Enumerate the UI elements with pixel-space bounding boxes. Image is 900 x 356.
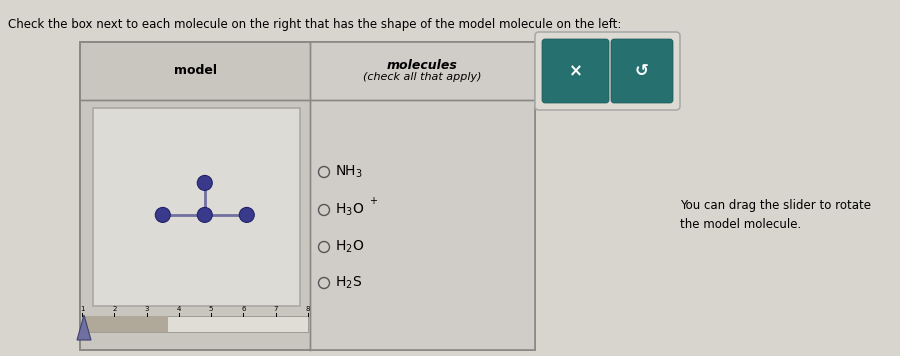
Text: 8: 8: [306, 306, 310, 312]
Text: +: +: [369, 196, 377, 206]
FancyBboxPatch shape: [310, 42, 535, 350]
FancyBboxPatch shape: [82, 316, 168, 332]
Text: model: model: [174, 64, 217, 78]
Text: 2: 2: [112, 306, 116, 312]
Circle shape: [156, 208, 170, 222]
Text: ×: ×: [569, 62, 582, 80]
Text: H$_3$O: H$_3$O: [335, 202, 365, 218]
Text: 5: 5: [209, 306, 213, 312]
FancyBboxPatch shape: [542, 39, 609, 103]
Text: (check all that apply): (check all that apply): [364, 72, 482, 82]
Text: 7: 7: [274, 306, 278, 312]
FancyBboxPatch shape: [611, 39, 673, 103]
FancyBboxPatch shape: [535, 32, 680, 110]
FancyBboxPatch shape: [80, 42, 535, 350]
Text: 6: 6: [241, 306, 246, 312]
Circle shape: [239, 208, 255, 222]
Text: Check the box next to each molecule on the right that has the shape of the model: Check the box next to each molecule on t…: [8, 18, 621, 31]
Text: H$_2$O: H$_2$O: [335, 239, 365, 255]
Polygon shape: [77, 315, 91, 340]
Text: 3: 3: [144, 306, 148, 312]
Text: molecules: molecules: [387, 59, 458, 72]
FancyBboxPatch shape: [93, 108, 300, 306]
FancyBboxPatch shape: [82, 316, 308, 332]
Text: 4: 4: [176, 306, 181, 312]
Text: H$_2$S: H$_2$S: [335, 275, 362, 291]
Text: You can drag the slider to rotate
the model molecule.: You can drag the slider to rotate the mo…: [680, 199, 871, 231]
Circle shape: [197, 176, 212, 190]
Text: NH$_3$: NH$_3$: [335, 164, 363, 180]
Text: 1: 1: [80, 306, 85, 312]
Text: ↺: ↺: [635, 62, 649, 80]
Circle shape: [197, 208, 212, 222]
